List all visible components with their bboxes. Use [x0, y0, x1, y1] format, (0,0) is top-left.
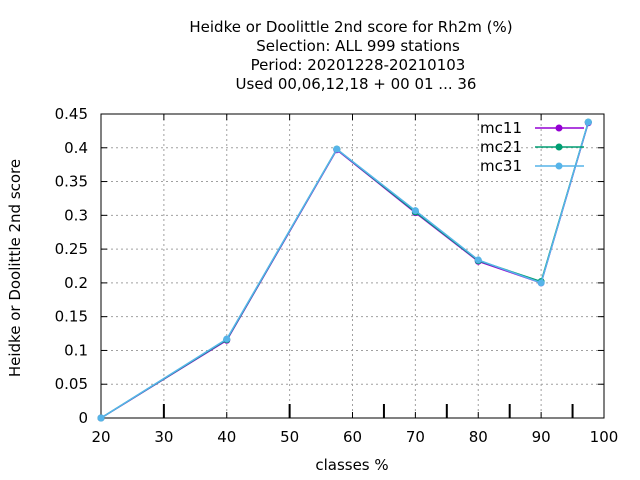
- title-line-1: Heidke or Doolittle 2nd score for Rh2m (…: [189, 18, 512, 36]
- y-tick-label: 0.3: [64, 206, 88, 224]
- axis-ticks: [100, 113, 605, 419]
- x-tick-label: 20: [91, 428, 110, 446]
- grid: [101, 114, 604, 418]
- x-tick-label: 40: [217, 428, 236, 446]
- x-tick-label: 70: [406, 428, 425, 446]
- y-tick-label: 0: [78, 409, 88, 427]
- data-point-mc31: [223, 335, 231, 343]
- legend-marker-mc21: [555, 143, 563, 151]
- data-point-mc31: [333, 145, 341, 153]
- y-axis-tick-labels: 0 0.05 0.1 0.15 0.2 0.25 0.3 0.35 0.4 0.45: [55, 105, 88, 427]
- data-point-mc31: [97, 414, 105, 422]
- y-tick-label: 0.2: [64, 274, 88, 292]
- x-tick-label: 100: [590, 428, 619, 446]
- title-line-2: Selection: ALL 999 stations: [256, 37, 460, 55]
- data-point-mc31: [474, 256, 482, 264]
- chart-title: Heidke or Doolittle 2nd score for Rh2m (…: [189, 18, 512, 93]
- y-tick-label: 0.25: [55, 240, 88, 258]
- title-line-3: Period: 20201228-20210103: [251, 56, 466, 74]
- plot-border: [100, 113, 605, 419]
- x-tick-label: 60: [343, 428, 362, 446]
- x-axis-tick-labels: 20 30 40 50 60 70 80 90 100: [91, 428, 618, 446]
- y-tick-label: 0.05: [55, 375, 88, 393]
- y-tick-label: 0.15: [55, 308, 88, 326]
- data-point-mc31: [537, 279, 545, 287]
- x-axis-label: classes %: [315, 456, 388, 474]
- x-tick-label: 50: [280, 428, 299, 446]
- y-axis-label: Heidke or Doolittle 2nd score: [6, 159, 24, 377]
- legend-label-mc21: mc21: [480, 138, 522, 156]
- data-point-mc31: [584, 118, 592, 126]
- data-point-mc31: [411, 207, 419, 215]
- x-tick-label: 90: [532, 428, 551, 446]
- legend-label-mc11: mc11: [480, 119, 522, 137]
- x-tick-label: 30: [154, 428, 173, 446]
- legend-label-mc31: mc31: [480, 157, 522, 175]
- data-series: [97, 118, 592, 422]
- legend-marker-mc31: [555, 162, 563, 170]
- y-tick-label: 0.4: [64, 139, 88, 157]
- x-tick-label: 80: [469, 428, 488, 446]
- y-tick-label: 0.1: [64, 341, 88, 359]
- title-line-4: Used 00,06,12,18 + 00 01 ... 36: [236, 75, 477, 93]
- y-tick-label: 0.45: [55, 105, 88, 123]
- legend-marker-mc11: [555, 124, 563, 132]
- y-tick-label: 0.35: [55, 173, 88, 191]
